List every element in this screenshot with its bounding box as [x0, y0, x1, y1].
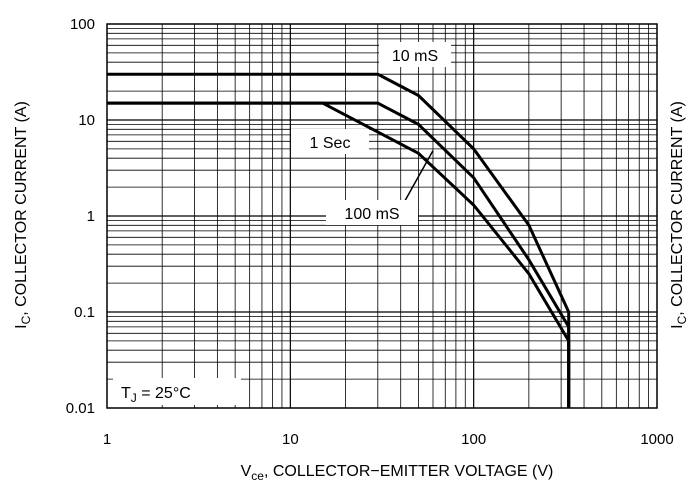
- tick-labels: 1 10 100 1000 0.01 0.1 1 10 100: [66, 16, 674, 448]
- x-tick-label: 10: [282, 431, 299, 448]
- curve-10-ms: [107, 72, 571, 408]
- x-axis-label-rest: , COLLECTOR−EMITTER VOLTAGE (V): [264, 463, 553, 480]
- tj-label-bg: [113, 378, 241, 405]
- label-10ms-bg: [379, 42, 451, 67]
- y-axis-label-left: IC, COLLECTOR CURRENT (A): [13, 101, 33, 329]
- y-axis-label-right-sub: C: [675, 315, 688, 324]
- tj-main: T: [121, 385, 131, 402]
- y-tick-label: 0.1: [74, 304, 95, 321]
- curve-1-sec: [107, 101, 571, 408]
- tj-rest: = 25°C: [137, 385, 191, 402]
- x-tick-label: 1000: [640, 431, 673, 448]
- plot-frame: [106, 23, 658, 409]
- label-1sec-bg: [291, 129, 369, 154]
- x-tick-label: 1: [103, 431, 111, 448]
- y-tick-label: 1: [87, 208, 95, 225]
- tj-label: TJ = 25°C: [121, 385, 191, 405]
- y-tick-label: 10: [78, 112, 95, 129]
- y-axis-label-right-rest: , COLLECTOR CURRENT (A): [669, 101, 686, 316]
- x-axis-label-sub: ce: [251, 469, 264, 483]
- label-10ms: 10 mS: [392, 48, 438, 65]
- y-axis-label-left-rest: , COLLECTOR CURRENT (A): [13, 101, 30, 316]
- x-tick-label: 100: [461, 431, 486, 448]
- curve-100-ms: [107, 101, 571, 408]
- tj-sub: J: [131, 391, 137, 405]
- label-100ms-bg: [326, 200, 418, 225]
- curves: [107, 72, 571, 408]
- x-axis-label: Vce, COLLECTOR−EMITTER VOLTAGE (V): [241, 463, 554, 483]
- y-axis-label-right: IC, COLLECTOR CURRENT (A): [669, 101, 688, 329]
- label-100ms: 100 mS: [344, 206, 399, 223]
- x-axis-label-main: V: [241, 463, 252, 480]
- y-tick-label: 0.01: [66, 400, 95, 417]
- y-axis-label-left-sub: C: [19, 315, 33, 324]
- y-tick-label: 100: [70, 16, 95, 33]
- label-1sec: 1 Sec: [310, 135, 351, 152]
- annotations: 10 mS 1 Sec 100 mS TJ = 25°C: [113, 42, 451, 405]
- y-axis-label-right-main: I: [669, 324, 686, 328]
- y-axis-label-left-main: I: [13, 324, 30, 328]
- leader-100ms: [400, 150, 434, 209]
